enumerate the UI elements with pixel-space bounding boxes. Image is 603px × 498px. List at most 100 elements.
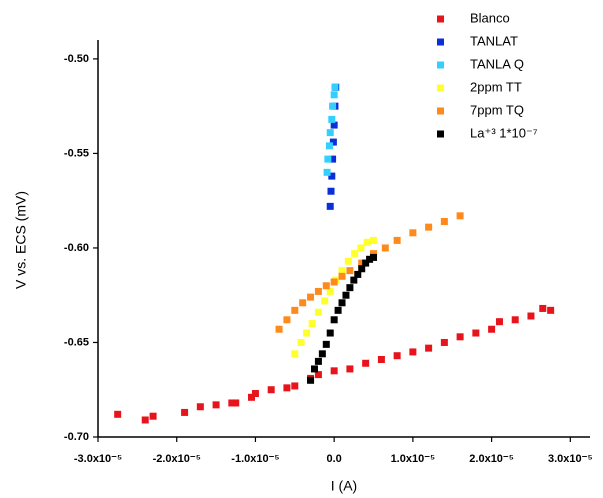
legend-swatch bbox=[437, 15, 444, 23]
data-point bbox=[196, 403, 204, 411]
data-point bbox=[212, 401, 220, 409]
data-point bbox=[322, 282, 330, 290]
data-point bbox=[181, 408, 189, 416]
x-tick-label: 0.0 bbox=[327, 453, 342, 465]
data-point bbox=[358, 259, 366, 267]
legend-label: La⁺³ 1*10⁻⁷ bbox=[470, 125, 538, 140]
data-point bbox=[326, 202, 334, 210]
data-point bbox=[377, 355, 385, 363]
data-point bbox=[291, 306, 299, 314]
data-point bbox=[314, 357, 322, 365]
data-point bbox=[425, 344, 433, 352]
data-point bbox=[330, 91, 338, 99]
data-point bbox=[440, 217, 448, 225]
data-point bbox=[358, 265, 366, 273]
legend-swatch bbox=[437, 130, 444, 138]
data-point bbox=[363, 238, 371, 246]
data-point bbox=[346, 267, 354, 275]
data-point bbox=[307, 293, 315, 301]
data-point bbox=[370, 236, 378, 244]
legend-label: TANLAT bbox=[470, 33, 518, 48]
data-point bbox=[314, 287, 322, 295]
data-point bbox=[338, 267, 346, 275]
data-point bbox=[346, 365, 354, 373]
data-point bbox=[283, 384, 291, 392]
data-point bbox=[342, 291, 350, 299]
data-point bbox=[267, 386, 275, 394]
legend-swatch bbox=[437, 38, 444, 46]
legend-swatch bbox=[437, 61, 444, 69]
data-point bbox=[362, 359, 370, 367]
x-tick-label: -2.0x10⁻⁵ bbox=[153, 453, 201, 465]
y-tick-label: -0.55 bbox=[64, 147, 89, 159]
x-tick-label: 3.0x10⁻⁵ bbox=[548, 453, 593, 465]
legend-swatch bbox=[437, 107, 444, 115]
data-point bbox=[354, 270, 362, 278]
data-point bbox=[366, 255, 374, 263]
legend-swatch bbox=[437, 84, 444, 92]
data-point bbox=[323, 168, 331, 176]
y-tick-label: -0.60 bbox=[64, 242, 89, 254]
data-point bbox=[488, 325, 496, 333]
data-point bbox=[456, 212, 464, 220]
data-point bbox=[393, 352, 401, 360]
data-point bbox=[322, 340, 330, 348]
legend-label: TANLA Q bbox=[470, 56, 524, 71]
data-point bbox=[330, 121, 338, 129]
data-point bbox=[325, 142, 333, 150]
data-point bbox=[527, 312, 535, 320]
data-point bbox=[307, 376, 315, 384]
x-tick-label: 2.0x10⁻⁵ bbox=[469, 453, 514, 465]
data-point bbox=[409, 229, 417, 237]
data-point bbox=[362, 259, 370, 267]
data-point bbox=[351, 250, 359, 258]
y-tick-label: -0.50 bbox=[64, 53, 89, 65]
data-point bbox=[326, 329, 334, 337]
data-point bbox=[329, 155, 337, 163]
x-tick-label: 1.0x10⁻⁵ bbox=[391, 453, 436, 465]
data-point bbox=[329, 102, 337, 110]
data-point bbox=[329, 138, 337, 146]
data-point bbox=[330, 278, 338, 286]
data-point bbox=[330, 367, 338, 375]
data-point bbox=[318, 350, 326, 358]
data-point bbox=[228, 399, 236, 407]
x-tick-label: -1.0x10⁻⁵ bbox=[231, 453, 279, 465]
data-point bbox=[248, 393, 256, 401]
legend-label: Blanco bbox=[470, 10, 510, 25]
data-point bbox=[327, 187, 335, 195]
data-point bbox=[425, 223, 433, 231]
data-point bbox=[321, 297, 329, 305]
data-point bbox=[310, 365, 318, 373]
data-point bbox=[330, 316, 338, 324]
x-axis-title: I (A) bbox=[331, 478, 357, 494]
data-point bbox=[334, 306, 342, 314]
data-point bbox=[291, 350, 299, 358]
data-point bbox=[456, 333, 464, 341]
y-tick-label: -0.65 bbox=[64, 336, 89, 348]
data-point bbox=[308, 320, 316, 328]
data-point bbox=[409, 348, 417, 356]
data-point bbox=[331, 83, 339, 91]
data-point bbox=[338, 272, 346, 280]
data-point bbox=[440, 338, 448, 346]
data-point bbox=[370, 250, 378, 258]
data-point bbox=[328, 172, 336, 180]
data-point bbox=[350, 276, 358, 284]
data-point bbox=[149, 412, 157, 420]
legend-label: 7ppm TQ bbox=[470, 102, 524, 117]
data-point bbox=[291, 382, 299, 390]
data-point bbox=[303, 329, 311, 337]
data-point bbox=[326, 129, 334, 137]
data-point bbox=[539, 304, 547, 312]
data-point bbox=[314, 308, 322, 316]
data-point bbox=[141, 416, 149, 424]
data-point bbox=[251, 390, 259, 398]
data-point bbox=[232, 399, 240, 407]
data-point bbox=[275, 325, 283, 333]
data-point bbox=[328, 115, 336, 123]
data-point bbox=[495, 318, 503, 326]
legend-label: 2ppm TT bbox=[470, 79, 522, 94]
data-point bbox=[314, 371, 322, 379]
